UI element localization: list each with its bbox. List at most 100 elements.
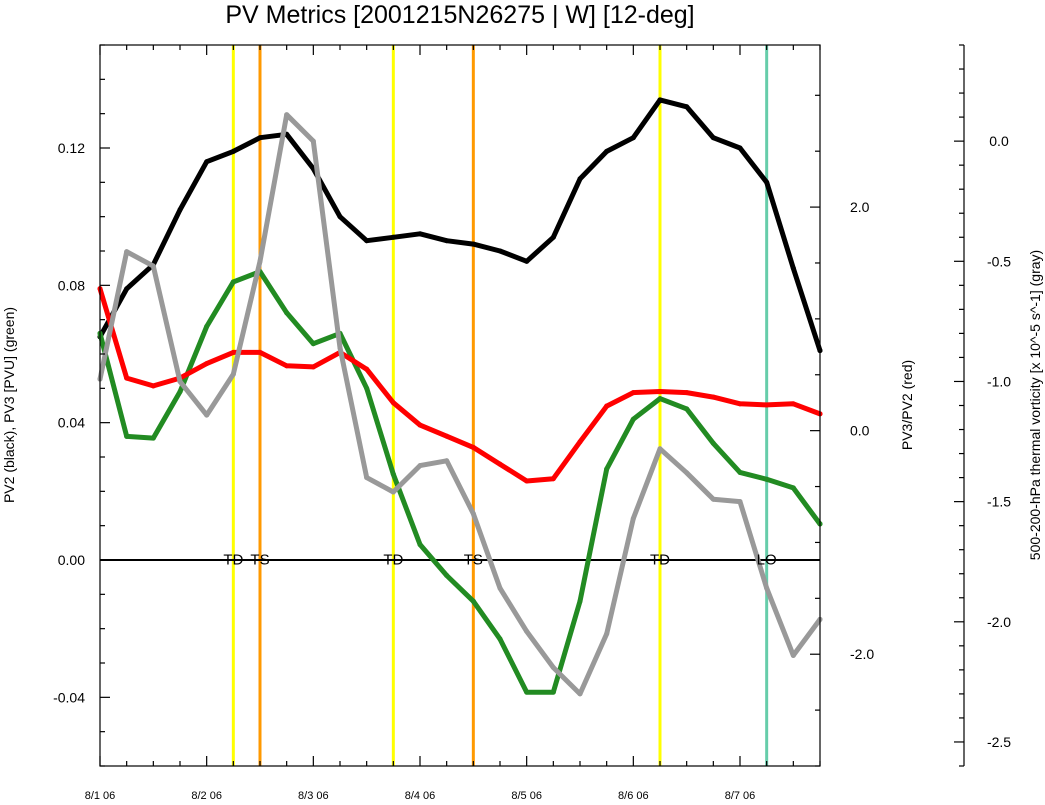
series-1-point-24 xyxy=(737,469,743,475)
x-tick-label-0: 8/1 06 xyxy=(85,790,116,802)
series-3-point-19 xyxy=(604,631,610,637)
series-1-point-20 xyxy=(630,416,636,422)
series-0-point-18 xyxy=(577,176,583,182)
series-3-point-26 xyxy=(790,652,796,658)
series-2-point-24 xyxy=(737,401,743,407)
series-2-point-8 xyxy=(310,364,316,370)
series-2-point-7 xyxy=(284,363,290,369)
series-3-point-21 xyxy=(657,446,663,452)
series-1-point-5 xyxy=(230,279,236,285)
series-2-point-26 xyxy=(790,401,796,407)
series-3-point-18 xyxy=(577,691,583,697)
x-tick-label-3: 8/4 06 xyxy=(405,790,436,802)
left-tick-label-3: 0.00 xyxy=(58,552,85,568)
series-3-point-13 xyxy=(444,458,450,464)
right-tick-label-2: -1.0 xyxy=(987,373,1011,389)
left-tick-label-2: 0.04 xyxy=(58,415,85,431)
event-label-2: TD xyxy=(383,552,403,569)
series-0-point-9 xyxy=(337,214,343,220)
series-3-point-5 xyxy=(230,371,236,377)
series-2-point-12 xyxy=(417,422,423,428)
series-1-point-7 xyxy=(284,310,290,316)
series-3-point-22 xyxy=(684,470,690,476)
series-3-point-7 xyxy=(284,112,290,118)
series-0-point-19 xyxy=(604,148,610,154)
series-1-point-14 xyxy=(470,598,476,604)
series-0-point-22 xyxy=(684,104,690,110)
right-tick-label-1: -0.5 xyxy=(987,253,1011,269)
series-3-point-6 xyxy=(257,258,263,264)
series-0-point-16 xyxy=(524,258,530,264)
series-1-point-3 xyxy=(177,389,183,395)
series-3-point-1 xyxy=(124,249,130,255)
series-3-point-11 xyxy=(390,489,396,495)
series-0-point-14 xyxy=(470,241,476,247)
series-1-point-2 xyxy=(150,435,156,441)
series-1-point-10 xyxy=(364,385,370,391)
series-1-point-13 xyxy=(444,572,450,578)
series-0-point-12 xyxy=(417,231,423,237)
series-3-point-25 xyxy=(764,585,770,591)
series-line-0 xyxy=(97,97,823,354)
series-2-point-2 xyxy=(150,383,156,389)
series-1-point-19 xyxy=(604,466,610,472)
event-label-5: LO xyxy=(757,552,777,569)
event-label-0: TD xyxy=(223,552,243,569)
series-2-point-17 xyxy=(550,476,556,482)
series-1-point-12 xyxy=(417,542,423,548)
series-3-point-15 xyxy=(497,585,503,591)
right-axis-label: 500-200-hPa thermal vorticity [x 10^-5 s… xyxy=(1027,250,1043,560)
series-1-point-25 xyxy=(764,476,770,482)
right-tick-label-3: -1.5 xyxy=(987,494,1011,510)
event-label-3: TS xyxy=(464,552,483,569)
series-2-point-18 xyxy=(577,439,583,445)
series-2-point-15 xyxy=(497,461,503,467)
series-1-point-1 xyxy=(124,433,130,439)
series-2-point-5 xyxy=(230,349,236,355)
series-1-point-17 xyxy=(550,689,556,695)
x-tick-label-5: 8/6 06 xyxy=(618,790,649,802)
series-3-point-8 xyxy=(310,138,316,144)
event-labels-layer: TD TS TD TS TD LO xyxy=(223,552,776,569)
series-3-point-2 xyxy=(150,263,156,269)
series-2-point-20 xyxy=(630,390,636,396)
x-tick-label-2: 8/3 06 xyxy=(298,790,329,802)
series-3-point-14 xyxy=(470,511,476,517)
series-1-point-18 xyxy=(577,598,583,604)
series-0-point-6 xyxy=(257,135,263,141)
series-0-point-20 xyxy=(630,135,636,141)
series-3-point-4 xyxy=(204,412,210,418)
event-label-4: TD xyxy=(650,552,670,569)
series-2-point-19 xyxy=(604,403,610,409)
x-tick-label-1: 8/2 06 xyxy=(191,790,222,802)
series-3-point-20 xyxy=(630,515,636,521)
series-0-point-17 xyxy=(550,234,556,240)
series-2-point-23 xyxy=(710,394,716,400)
series-0-point-1 xyxy=(124,286,130,292)
chart-title: PV Metrics [2001215N26275 | W] [12-deg] xyxy=(225,1,694,29)
mid-tick-label-2: -2.0 xyxy=(850,646,874,662)
series-1-point-26 xyxy=(790,485,796,491)
left-axis-label: PV2 (black), PV3 [PVU] (green) xyxy=(1,307,17,503)
series-0-point-24 xyxy=(737,145,743,151)
series-0-point-23 xyxy=(710,135,716,141)
series-3-point-17 xyxy=(550,664,556,670)
series-2-point-10 xyxy=(364,366,370,372)
series-1-point-21 xyxy=(657,396,663,402)
series-2-point-21 xyxy=(657,389,663,395)
mid-tick-label-1: 0.0 xyxy=(850,423,870,439)
series-0-point-10 xyxy=(364,238,370,244)
left-tick-label-0: 0.12 xyxy=(58,140,85,156)
plot-frame xyxy=(99,44,821,767)
left-tick-label-4: -0.04 xyxy=(53,689,85,705)
mid-tick-label-0: 2.0 xyxy=(850,199,870,215)
series-1-point-4 xyxy=(204,324,210,330)
series-1-point-8 xyxy=(310,341,316,347)
series-1-point-23 xyxy=(710,440,716,446)
series-0-point-13 xyxy=(444,238,450,244)
series-3-point-16 xyxy=(524,628,530,634)
event-label-1: TS xyxy=(250,552,269,569)
mid-axis-label: PV3/PV2 (red) xyxy=(899,360,915,450)
left-tick-label-1: 0.08 xyxy=(58,277,85,293)
series-2-point-22 xyxy=(684,390,690,396)
